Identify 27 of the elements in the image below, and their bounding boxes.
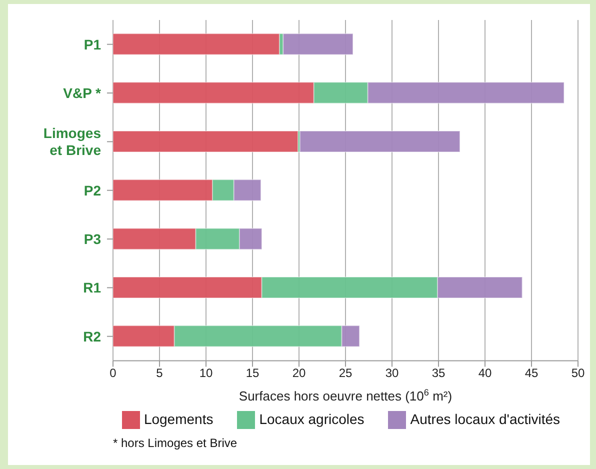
x-tick-label: 0 <box>110 366 117 380</box>
bar <box>113 33 280 56</box>
text: * hors Limoges et Brive <box>113 436 238 450</box>
x-tick-label: 40 <box>478 366 492 380</box>
legend-label: Logements <box>144 410 214 427</box>
x-tick-label: 50 <box>571 366 585 380</box>
x-tick-label: 10 <box>199 366 213 380</box>
x-tick-label: 20 <box>292 366 306 380</box>
y-tick-label: V&P * <box>63 85 102 102</box>
x-tick-label: 45 <box>524 366 538 380</box>
y-tick-label: P1 <box>84 36 102 52</box>
bar <box>299 130 460 152</box>
y-tick-label: P2 <box>84 182 102 198</box>
y-tick-label: R1 <box>83 280 102 296</box>
y-tick-label: R2 <box>83 328 102 344</box>
x-axis-title: Surfaces hors oeuvre nettes (10$^{6}$ m²) <box>238 388 452 404</box>
x-tick-label: 30 <box>385 366 399 380</box>
bar <box>113 130 299 152</box>
x-tick-label: 15 <box>246 366 260 380</box>
bar <box>282 33 354 56</box>
y-tick-label: P3 <box>84 231 102 248</box>
x-tick-label: 5 <box>156 366 164 380</box>
legend-label: Autres locaux d'activités <box>410 410 560 427</box>
x-tick-label: 35 <box>432 366 446 380</box>
x-tick-label: 25 <box>338 366 352 380</box>
legend-label: Locaux agricoles <box>259 410 364 427</box>
y-tick-label: Limoges et Brive <box>43 125 102 158</box>
